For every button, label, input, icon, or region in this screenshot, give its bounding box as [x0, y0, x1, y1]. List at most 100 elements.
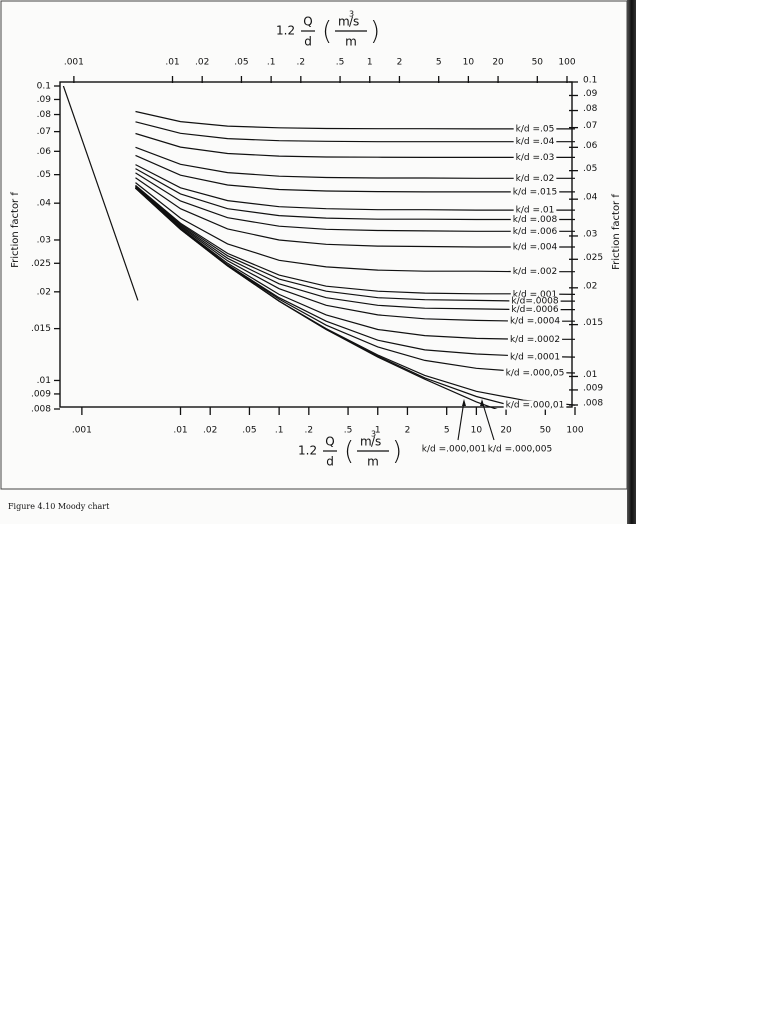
friction-curve: [135, 184, 575, 295]
x-tick-label-top: .1: [267, 58, 276, 68]
paren-close: ): [392, 437, 402, 467]
friction-curve: [135, 185, 575, 302]
y-tick-label-right: .05: [583, 164, 597, 174]
y-tick-label-right: .009: [583, 383, 603, 393]
x-tick-label-top: 100: [558, 58, 575, 68]
legend-bg: [510, 187, 560, 197]
legend-label: k/d =.000,05: [506, 369, 565, 379]
legend-bg: [507, 352, 563, 362]
scan-page: [0, 0, 636, 524]
y-tick-label-right: .025: [583, 253, 603, 263]
y-tick-label-right: .08: [583, 104, 598, 114]
x-tick-label-top: 1: [367, 58, 373, 68]
pointer: [481, 400, 495, 441]
x-tick-label-top: .001: [64, 58, 84, 68]
friction-curve: [135, 187, 575, 340]
y-tick-label-right: .015: [583, 318, 603, 328]
x-label-num: Q: [303, 15, 312, 29]
legend-bg: [510, 267, 560, 277]
y-tick-label-right: 0.1: [583, 76, 597, 86]
caption: Figure 4.10 Moody chart: [8, 502, 110, 511]
legend-label: k/d =.008: [513, 215, 558, 225]
x-tick-label: .2: [305, 426, 314, 436]
y-tick-label: .05: [37, 170, 51, 180]
legend-bg: [509, 296, 561, 306]
legend-bg: [507, 334, 563, 344]
friction-curve: [135, 187, 498, 409]
legend-label: k/d =.000,01: [506, 401, 565, 411]
x-tick-label-top: .01: [165, 58, 179, 68]
legend-bg: [510, 289, 560, 299]
x-tick-label-top: .5: [336, 58, 345, 68]
y-tick-label: .09: [37, 95, 52, 105]
legend-label: k/d =.0004: [510, 317, 560, 327]
legend-bg: [510, 226, 560, 236]
legend-bg: [510, 242, 560, 252]
x-label-unit-num: m: [360, 435, 372, 449]
laminar-line: [62, 86, 139, 301]
x-tick-label-top: .05: [234, 58, 248, 68]
friction-curve: [135, 182, 575, 273]
plot-area: [62, 86, 575, 409]
y-axis-label: Friction factor f: [10, 192, 21, 268]
paren-open: (: [344, 437, 354, 467]
legend-bg: [513, 205, 557, 215]
pointer: [457, 400, 465, 441]
x-label-coef: 1.2: [276, 24, 295, 38]
legend-bg: [513, 137, 557, 147]
y-tick-label: .08: [37, 110, 52, 120]
y-tick-label-right: .008: [583, 399, 603, 409]
legend-bg: [507, 316, 563, 326]
y-tick-label-right: .04: [583, 193, 598, 203]
y-tick-label: .07: [37, 127, 51, 137]
x-label-unit-num: m: [338, 15, 350, 29]
x-label-unit-den: m: [345, 35, 357, 49]
x-tick-label: 1: [375, 426, 381, 436]
x-axis-label: 1.2Qd(m3/sm): [298, 430, 402, 469]
friction-curve: [135, 110, 575, 130]
y-tick-label: .04: [37, 199, 52, 209]
scan-edge: [627, 0, 636, 524]
x-tick-label: .001: [72, 426, 92, 436]
y-tick-label-right: .07: [583, 121, 597, 131]
figure-frame: [0, 0, 628, 490]
x-tick-label: 5: [444, 426, 450, 436]
x-tick-label: 50: [540, 426, 552, 436]
friction-curve: [135, 164, 575, 211]
friction-curve: [135, 168, 575, 221]
x-label-num: Q: [325, 435, 334, 449]
x-tick-label: .01: [173, 426, 187, 436]
friction-curve: [135, 154, 575, 193]
y-tick-label: .009: [31, 389, 51, 399]
y-tick-label: .03: [37, 235, 51, 245]
friction-curve: [135, 185, 575, 311]
x-label-coef: 1.2: [298, 444, 317, 458]
x-label-unit-exp: 3: [349, 10, 354, 19]
friction-curve: [135, 132, 575, 158]
legend-bg: [513, 124, 557, 134]
legend-label: k/d =.000,005: [488, 445, 552, 455]
y-tick-label: .01: [37, 376, 51, 386]
y-tick-label: .025: [31, 259, 51, 269]
y-tick-label-right: .02: [583, 281, 597, 291]
legend-label: k/d =.006: [513, 227, 558, 237]
y-tick-label: .06: [37, 147, 52, 157]
friction-curve: [135, 177, 575, 248]
paren-open: (: [322, 17, 332, 47]
x-tick-label: .1: [275, 426, 284, 436]
x-label-unit-den: m: [367, 455, 379, 469]
x-tick-label-top: .02: [195, 58, 209, 68]
x-label-den: d: [304, 35, 312, 49]
legend-label: k/d =.0002: [510, 335, 560, 345]
x-tick-label-top: 5: [436, 58, 442, 68]
friction-curve: [135, 121, 575, 143]
y-axis-label-right: Friction factor f: [611, 194, 622, 270]
x-label-unit-suffix: /s: [371, 435, 381, 449]
legend-label: k/d=.0008: [511, 297, 559, 307]
pointer-head: [462, 399, 466, 406]
x-tick-label-top: .2: [297, 58, 306, 68]
pointer-head: [480, 399, 484, 406]
paren-close: ): [370, 17, 380, 47]
